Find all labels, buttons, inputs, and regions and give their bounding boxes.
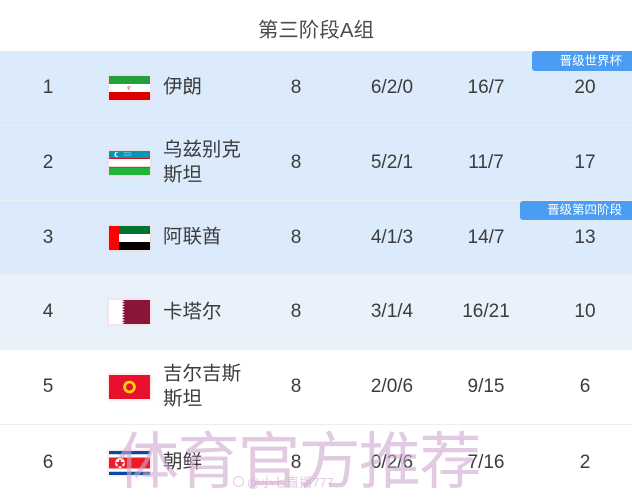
svg-text:☪: ☪ [127,85,132,91]
